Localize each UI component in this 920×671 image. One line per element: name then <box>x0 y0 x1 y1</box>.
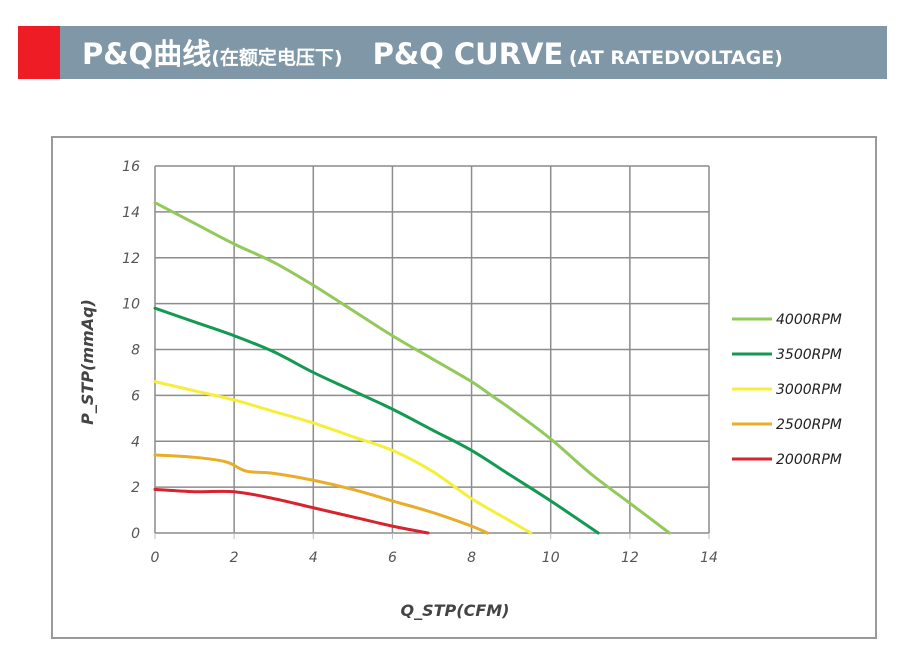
legend-item: 2000RPM <box>732 452 842 468</box>
x-axis-ticks: 0 2 4 6 8 10 12 14 <box>151 550 718 566</box>
legend-label: 4000RPM <box>776 312 842 328</box>
legend-item: 4000RPM <box>732 312 842 328</box>
accent-block <box>18 26 60 79</box>
y-tick-label: 6 <box>131 388 140 404</box>
subtitle-en: (AT RATEDVOLTAGE) <box>568 47 783 69</box>
y-tick-label: 12 <box>122 251 140 267</box>
header-banner: P&Q曲线(在额定电压下) P&Q CURVE (AT RATEDVOLTAGE) <box>18 26 887 79</box>
series-line-4000RPM <box>153 201 671 535</box>
legend-label: 2000RPM <box>776 452 842 468</box>
x-tick-label: 0 <box>151 550 160 566</box>
y-axis-ticks: 0 2 4 6 8 10 12 14 16 <box>122 159 140 542</box>
series-line-2500RPM <box>153 453 489 535</box>
x-tick-label: 4 <box>309 550 318 566</box>
legend-label: 3500RPM <box>776 347 842 363</box>
series-line-3500RPM <box>153 306 600 535</box>
legend-item: 3500RPM <box>732 347 842 363</box>
y-tick-label: 4 <box>131 434 140 450</box>
x-tick-label: 10 <box>542 550 560 566</box>
series-line-3000RPM <box>153 380 533 535</box>
y-tick-label: 2 <box>131 480 140 496</box>
chart-series <box>153 201 671 535</box>
title-cn: P&Q曲线 <box>82 37 212 71</box>
x-tick-label: 8 <box>467 550 476 566</box>
x-tick-label: 12 <box>621 550 639 566</box>
chart-legend: 4000RPM 3500RPM 3000RPM 2500RPM 2000RPM <box>732 312 842 468</box>
y-tick-label: 8 <box>131 343 140 359</box>
subtitle-cn: (在额定电压下) <box>211 47 343 69</box>
legend-label: 2500RPM <box>776 417 842 433</box>
legend-item: 2500RPM <box>732 417 842 433</box>
y-tick-label: 10 <box>122 297 140 313</box>
y-axis-label: P_STP(mmAq) <box>78 299 97 425</box>
x-tick-label: 14 <box>700 550 718 566</box>
x-axis-label: Q_STP(CFM) <box>401 601 510 620</box>
page-title: P&Q曲线(在额定电压下) P&Q CURVE (AT RATEDVOLTAGE) <box>82 26 783 79</box>
series-line-2000RPM <box>153 487 430 535</box>
y-tick-label: 14 <box>122 205 140 221</box>
title-en: P&Q CURVE <box>372 37 564 71</box>
legend-item: 3000RPM <box>732 382 842 398</box>
x-tick-label: 2 <box>230 550 239 566</box>
y-tick-label: 0 <box>131 526 140 542</box>
x-tick-label: 6 <box>388 550 397 566</box>
legend-label: 3000RPM <box>776 382 842 398</box>
chart-grid <box>154 165 710 539</box>
y-tick-label: 16 <box>122 159 140 175</box>
